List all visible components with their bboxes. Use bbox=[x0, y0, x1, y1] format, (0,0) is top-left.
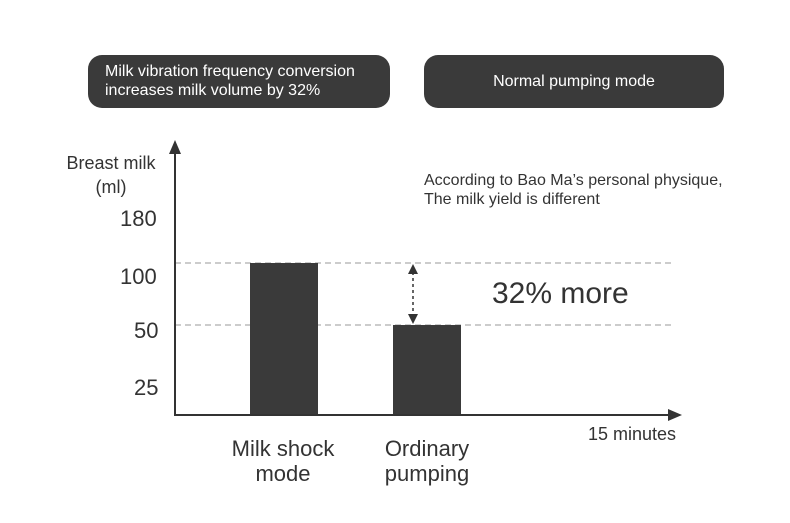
bar-milk-shock-mode bbox=[250, 263, 318, 415]
difference-annotation: 32% more bbox=[492, 277, 629, 310]
arrow-up-icon bbox=[408, 264, 418, 274]
x-axis-arrow-icon bbox=[668, 409, 682, 421]
milk-volume-pill-line-1: Milk vibration frequency conversion bbox=[105, 63, 355, 80]
physique-note: According to Bao Ma’s personal physique,… bbox=[424, 171, 723, 209]
category-label-line: Ordinary bbox=[384, 436, 470, 461]
physique-note-line-1: According to Bao Ma’s personal physique, bbox=[424, 172, 723, 189]
normal-pumping-pill: Normal pumping mode bbox=[424, 55, 724, 108]
y-tick-label: 50 bbox=[134, 318, 159, 343]
y-tick-label: 25 bbox=[134, 375, 159, 400]
category-label-line: pumping bbox=[384, 461, 470, 486]
category-label-line: mode bbox=[255, 461, 311, 486]
y-axis-label-line-2: (ml) bbox=[95, 177, 127, 197]
arrow-down-icon bbox=[408, 314, 418, 324]
x-axis-label: 15 minutes bbox=[588, 424, 677, 444]
normal-pumping-pill-label: Normal pumping mode bbox=[493, 73, 655, 90]
category-label: Milk shock mode bbox=[218, 436, 348, 486]
y-tick-label: 180 bbox=[120, 206, 157, 231]
physique-note-line-2: The milk yield is different bbox=[424, 191, 600, 208]
milk-volume-pill-line-2: increases milk volume by 32% bbox=[105, 82, 321, 99]
y-tick-label: 100 bbox=[120, 264, 157, 289]
category-label: Ordinary pumping bbox=[362, 436, 492, 486]
y-axis-label: Breast milk (ml) bbox=[56, 151, 166, 199]
milk-volume-pill: Milk vibration frequency conversion incr… bbox=[88, 55, 390, 108]
y-axis-arrow-icon bbox=[169, 140, 181, 154]
y-axis-label-line-1: Breast milk bbox=[66, 153, 156, 173]
bar-ordinary-pumping bbox=[393, 325, 461, 415]
category-label-line: Milk shock bbox=[231, 436, 335, 461]
